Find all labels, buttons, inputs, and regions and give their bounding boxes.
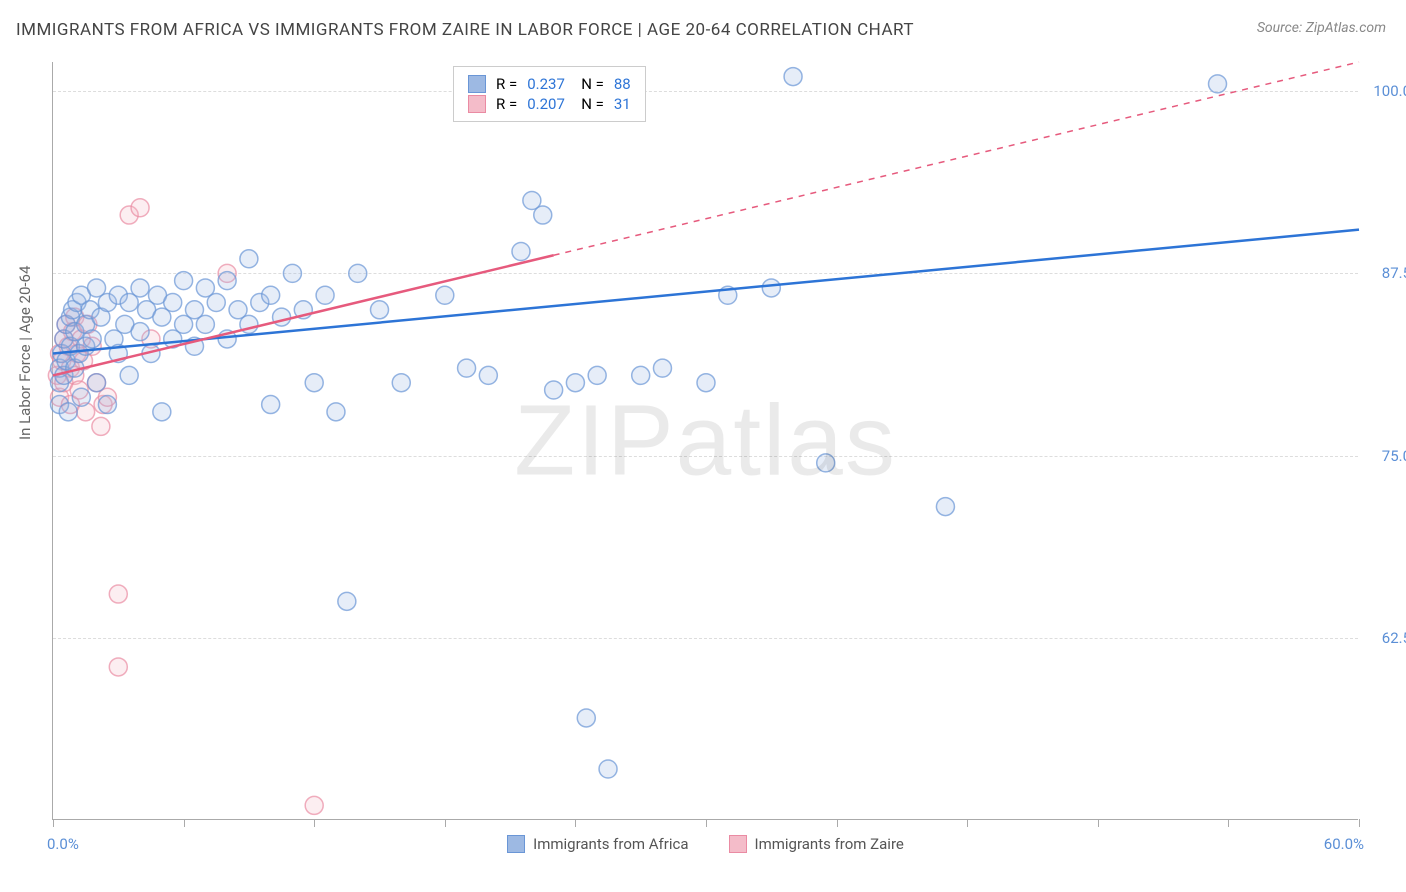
x-tick bbox=[837, 819, 838, 827]
legend-stats-box: R = 0.237 N = 88 R = 0.207 N = 31 bbox=[453, 66, 646, 122]
scatter-point-africa bbox=[479, 366, 497, 384]
scatter-point-africa bbox=[599, 760, 617, 778]
legend-n-label: N = bbox=[581, 75, 604, 93]
x-tick bbox=[967, 819, 968, 827]
legend-item-africa: Immigrants from Africa bbox=[507, 835, 688, 853]
y-axis-label: In Labor Force | Age 20-64 bbox=[16, 266, 34, 440]
legend-r-value-zaire: 0.207 bbox=[527, 95, 571, 113]
scatter-point-africa bbox=[327, 403, 345, 421]
x-max-label: 60.0% bbox=[1324, 835, 1364, 853]
x-tick bbox=[1098, 819, 1099, 827]
legend-stats-row-africa: R = 0.237 N = 88 bbox=[468, 75, 631, 93]
scatter-point-africa bbox=[458, 359, 476, 377]
scatter-point-africa bbox=[98, 396, 116, 414]
y-tick-label: 75.0% bbox=[1366, 447, 1406, 465]
regression-line-africa bbox=[53, 230, 1359, 354]
scatter-point-africa bbox=[762, 279, 780, 297]
legend-swatch-africa bbox=[507, 835, 525, 853]
legend-label-africa: Immigrants from Africa bbox=[533, 835, 688, 853]
legend-n-value-zaire: 31 bbox=[614, 95, 631, 113]
legend-label-zaire: Immigrants from Zaire bbox=[755, 835, 904, 853]
scatter-point-africa bbox=[153, 403, 171, 421]
scatter-point-zaire bbox=[109, 585, 127, 603]
legend-r-label: R = bbox=[496, 95, 517, 113]
x-tick bbox=[1359, 819, 1360, 827]
legend-n-value-africa: 88 bbox=[614, 75, 631, 93]
x-tick bbox=[445, 819, 446, 827]
scatter-point-africa bbox=[371, 301, 389, 319]
x-tick bbox=[1228, 819, 1229, 827]
legend-stats-row-zaire: R = 0.207 N = 31 bbox=[468, 95, 631, 113]
scatter-point-africa bbox=[784, 68, 802, 86]
scatter-point-africa bbox=[131, 279, 149, 297]
scatter-point-africa bbox=[305, 374, 323, 392]
scatter-point-africa bbox=[207, 294, 225, 312]
scatter-point-africa bbox=[240, 250, 258, 268]
scatter-point-africa bbox=[72, 388, 90, 406]
scatter-point-africa bbox=[59, 403, 77, 421]
legend-series-box: Immigrants from Africa Immigrants from Z… bbox=[53, 835, 1358, 853]
legend-swatch-zaire bbox=[468, 95, 486, 113]
scatter-point-africa bbox=[392, 374, 410, 392]
scatter-point-africa bbox=[436, 286, 454, 304]
scatter-point-africa bbox=[817, 454, 835, 472]
scatter-point-africa bbox=[283, 264, 301, 282]
scatter-point-africa bbox=[262, 396, 280, 414]
scatter-point-africa bbox=[218, 272, 236, 290]
scatter-point-zaire bbox=[92, 417, 110, 435]
x-min-label: 0.0% bbox=[47, 835, 79, 853]
scatter-point-africa bbox=[316, 286, 334, 304]
scatter-plot-svg bbox=[53, 62, 1358, 819]
scatter-point-zaire bbox=[305, 796, 323, 814]
legend-n-label: N = bbox=[581, 95, 604, 113]
scatter-point-africa bbox=[164, 294, 182, 312]
x-tick bbox=[706, 819, 707, 827]
scatter-point-africa bbox=[697, 374, 715, 392]
regression-line-dashed-zaire bbox=[554, 62, 1359, 255]
x-tick bbox=[53, 819, 54, 827]
scatter-point-africa bbox=[566, 374, 584, 392]
legend-swatch-africa bbox=[468, 75, 486, 93]
x-tick bbox=[184, 819, 185, 827]
legend-r-label: R = bbox=[496, 75, 517, 93]
scatter-point-africa bbox=[120, 366, 138, 384]
x-tick bbox=[575, 819, 576, 827]
scatter-point-africa bbox=[83, 330, 101, 348]
y-tick-label: 100.0% bbox=[1366, 82, 1406, 100]
y-tick-label: 87.5% bbox=[1366, 264, 1406, 282]
scatter-point-africa bbox=[196, 315, 214, 333]
scatter-point-africa bbox=[545, 381, 563, 399]
legend-item-zaire: Immigrants from Zaire bbox=[729, 835, 904, 853]
scatter-point-africa bbox=[632, 366, 650, 384]
scatter-point-africa bbox=[175, 272, 193, 290]
scatter-point-zaire bbox=[109, 658, 127, 676]
legend-swatch-zaire bbox=[729, 835, 747, 853]
y-tick-label: 62.5% bbox=[1366, 629, 1406, 647]
source-attribution: Source: ZipAtlas.com bbox=[1257, 20, 1386, 36]
scatter-point-africa bbox=[131, 323, 149, 341]
scatter-point-africa bbox=[577, 709, 595, 727]
scatter-point-africa bbox=[273, 308, 291, 326]
scatter-point-africa bbox=[653, 359, 671, 377]
chart-title: IMMIGRANTS FROM AFRICA VS IMMIGRANTS FRO… bbox=[16, 20, 914, 40]
scatter-point-africa bbox=[88, 374, 106, 392]
scatter-point-africa bbox=[588, 366, 606, 384]
scatter-point-africa bbox=[512, 243, 530, 261]
scatter-point-africa bbox=[338, 592, 356, 610]
scatter-point-africa bbox=[936, 498, 954, 516]
legend-r-value-africa: 0.237 bbox=[527, 75, 571, 93]
chart-plot-area: ZIPatlas R = 0.237 N = 88 R = 0.207 N = … bbox=[52, 62, 1358, 820]
scatter-point-zaire bbox=[131, 199, 149, 217]
scatter-point-africa bbox=[349, 264, 367, 282]
scatter-point-africa bbox=[534, 206, 552, 224]
x-tick bbox=[314, 819, 315, 827]
scatter-point-africa bbox=[262, 286, 280, 304]
scatter-point-africa bbox=[1209, 75, 1227, 93]
